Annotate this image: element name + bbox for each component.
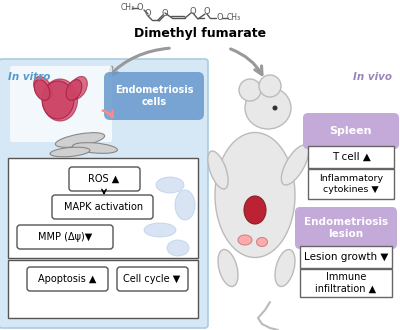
Ellipse shape xyxy=(42,79,78,121)
Ellipse shape xyxy=(34,77,52,100)
Text: Inflammatory
cytokines ▼: Inflammatory cytokines ▼ xyxy=(319,174,383,194)
Ellipse shape xyxy=(281,145,309,185)
FancyBboxPatch shape xyxy=(308,169,394,199)
FancyBboxPatch shape xyxy=(52,195,153,219)
Ellipse shape xyxy=(245,87,291,129)
Circle shape xyxy=(239,79,261,101)
Text: O: O xyxy=(204,8,210,16)
Ellipse shape xyxy=(66,80,82,100)
FancyBboxPatch shape xyxy=(8,158,198,258)
FancyBboxPatch shape xyxy=(17,225,113,249)
Ellipse shape xyxy=(175,190,195,220)
Text: Spleen: Spleen xyxy=(330,126,372,136)
Text: O: O xyxy=(145,10,151,18)
Ellipse shape xyxy=(55,133,105,147)
Text: O: O xyxy=(190,7,196,16)
FancyBboxPatch shape xyxy=(300,246,392,268)
Circle shape xyxy=(259,75,281,97)
FancyBboxPatch shape xyxy=(10,66,112,142)
Ellipse shape xyxy=(156,177,184,193)
Ellipse shape xyxy=(238,235,252,245)
Ellipse shape xyxy=(42,81,74,119)
Text: Apoptosis ▲: Apoptosis ▲ xyxy=(38,274,96,284)
FancyBboxPatch shape xyxy=(117,267,188,291)
FancyBboxPatch shape xyxy=(27,267,108,291)
Text: T cell ▲: T cell ▲ xyxy=(332,152,370,162)
Text: O: O xyxy=(217,14,223,22)
Ellipse shape xyxy=(167,240,189,256)
FancyBboxPatch shape xyxy=(69,167,140,191)
Ellipse shape xyxy=(275,249,295,286)
Text: ROS ▲: ROS ▲ xyxy=(88,174,120,184)
Ellipse shape xyxy=(34,80,50,100)
Text: Cell cycle ▼: Cell cycle ▼ xyxy=(123,274,181,284)
Ellipse shape xyxy=(69,77,87,100)
Text: MAPK activation: MAPK activation xyxy=(64,202,144,212)
Text: Immune
infiltration ▲: Immune infiltration ▲ xyxy=(316,272,376,294)
Ellipse shape xyxy=(50,147,90,157)
Text: CH₃: CH₃ xyxy=(227,14,241,22)
Text: Endometriosis
cells: Endometriosis cells xyxy=(115,85,193,107)
Circle shape xyxy=(272,106,278,111)
FancyBboxPatch shape xyxy=(8,260,198,318)
Text: In vitro: In vitro xyxy=(8,72,50,82)
Ellipse shape xyxy=(256,238,268,247)
FancyBboxPatch shape xyxy=(0,59,208,328)
Ellipse shape xyxy=(215,133,295,257)
Text: Lesion growth ▼: Lesion growth ▼ xyxy=(304,252,388,262)
FancyBboxPatch shape xyxy=(308,146,394,168)
Text: O: O xyxy=(162,9,168,17)
Ellipse shape xyxy=(244,196,266,224)
Text: MMP (Δψ)▼: MMP (Δψ)▼ xyxy=(38,232,92,242)
Ellipse shape xyxy=(144,223,176,237)
Text: Dimethyl fumarate: Dimethyl fumarate xyxy=(134,26,266,40)
Text: CH₃: CH₃ xyxy=(121,4,135,13)
Ellipse shape xyxy=(208,151,228,189)
Ellipse shape xyxy=(72,143,118,153)
FancyBboxPatch shape xyxy=(303,113,399,149)
Text: In vivo: In vivo xyxy=(353,72,392,82)
Text: Endometriosis
lesion: Endometriosis lesion xyxy=(304,217,388,239)
Text: O: O xyxy=(137,4,143,13)
FancyBboxPatch shape xyxy=(300,269,392,297)
Ellipse shape xyxy=(218,249,238,286)
FancyBboxPatch shape xyxy=(295,207,397,249)
FancyBboxPatch shape xyxy=(104,72,204,120)
